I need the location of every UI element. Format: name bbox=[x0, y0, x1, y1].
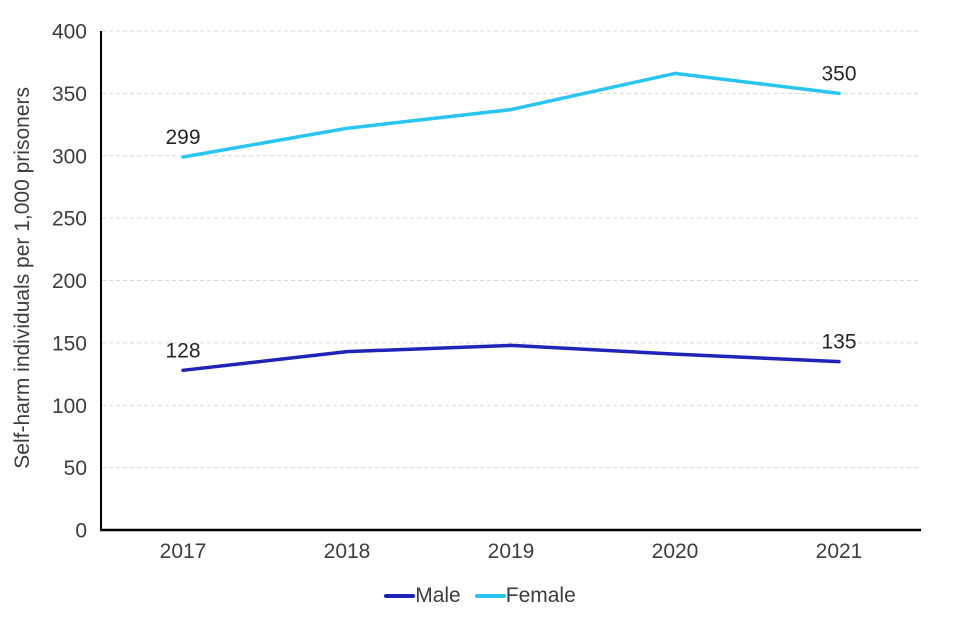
series-line-female bbox=[181, 71, 841, 159]
data-label: 128 bbox=[165, 339, 200, 362]
legend-label-female: Female bbox=[505, 584, 576, 607]
x-tick-label: 2019 bbox=[488, 540, 535, 563]
y-axis-title-wrap: Self-harm individuals per 1,000 prisoner… bbox=[8, 28, 38, 528]
legend-swatch-female-icon bbox=[474, 594, 506, 598]
series-line-male bbox=[181, 343, 841, 373]
y-tick-label: 200 bbox=[52, 270, 87, 293]
legend: Male Female bbox=[0, 581, 960, 611]
x-tick-label: 2020 bbox=[652, 540, 699, 563]
x-tick-label: 2018 bbox=[324, 540, 371, 563]
legend-swatch-male-icon bbox=[384, 594, 416, 598]
y-tick-label: 0 bbox=[75, 520, 87, 543]
data-label: 350 bbox=[821, 62, 856, 85]
data-label: 135 bbox=[821, 331, 856, 354]
data-label: 299 bbox=[165, 126, 200, 149]
y-tick-label: 100 bbox=[52, 395, 87, 418]
x-tick-label: 2021 bbox=[816, 540, 863, 563]
legend-item-male: Male bbox=[384, 584, 461, 608]
y-tick-label: 250 bbox=[52, 208, 87, 231]
x-tick-label: 2017 bbox=[160, 540, 207, 563]
legend-label-male: Male bbox=[415, 584, 461, 607]
y-tick-label: 300 bbox=[52, 145, 87, 168]
y-tick-label: 50 bbox=[64, 457, 87, 480]
y-tick-label: 350 bbox=[52, 83, 87, 106]
y-tick-label: 400 bbox=[52, 21, 87, 44]
legend-item-female: Female bbox=[474, 584, 576, 608]
y-tick-label: 150 bbox=[52, 332, 87, 355]
y-axis-title: Self-harm individuals per 1,000 prisoner… bbox=[11, 87, 34, 469]
